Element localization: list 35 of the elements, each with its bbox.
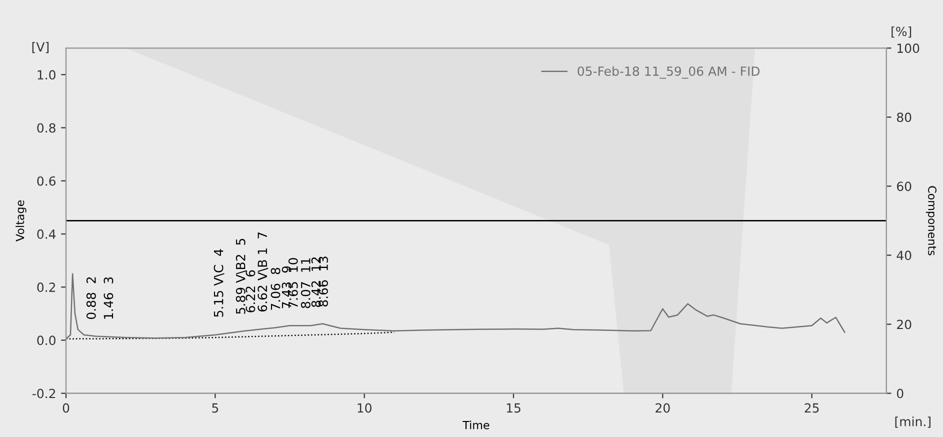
- y-tick-label: 0.8: [37, 123, 56, 133]
- y-tick-label: 0.6: [37, 176, 56, 186]
- x-tick-label: 5: [212, 403, 218, 413]
- y2-tick-label: 40: [896, 250, 912, 260]
- y-tick-label: -0.2: [32, 388, 56, 398]
- x-tick-label: 20: [656, 403, 670, 413]
- annotation: 8.07 11: [300, 258, 310, 308]
- annotation: 0.88 2: [86, 277, 96, 319]
- y-tick-label: 0.4: [37, 229, 56, 239]
- y-tick-label: 1.0: [38, 70, 56, 80]
- y2-tick-label: 100: [898, 44, 920, 53]
- y2-tick-label: 80: [896, 112, 912, 122]
- x-tick-label: 0: [62, 403, 70, 413]
- annotation: 6.62 V\B 1 7: [258, 232, 268, 312]
- annotation: 1.46 3: [104, 277, 114, 319]
- y2-tick-label: 20: [897, 320, 912, 330]
- annotation: 6.22 6: [246, 270, 256, 312]
- line-series: [66, 332, 395, 340]
- y2-tick-label: 60: [897, 182, 912, 192]
- x-tick-label: 10: [358, 403, 372, 413]
- x-tick-label: 15: [506, 403, 520, 413]
- x-axis-title: Time: [462, 420, 490, 430]
- annotation: 7.06 8: [270, 268, 280, 310]
- y-axis-title: Voltage: [16, 200, 26, 242]
- legend-label: 05-Feb-18 11_59_06 AM - FID: [578, 66, 760, 79]
- y2-axis-title: Components: [926, 186, 936, 256]
- text: [V]: [32, 42, 49, 54]
- text: [%]: [892, 26, 912, 38]
- annotation: 5.15 V\C 4: [214, 249, 224, 317]
- x-tick-label: 25: [804, 403, 819, 413]
- y2-tick-label: 0: [896, 388, 904, 398]
- y-tick-label: 0.2: [37, 282, 56, 292]
- text: [min.]: [895, 416, 930, 428]
- annotation: 5.89 V\B2 5: [236, 238, 246, 314]
- y-tick-label: 0.0: [37, 336, 56, 346]
